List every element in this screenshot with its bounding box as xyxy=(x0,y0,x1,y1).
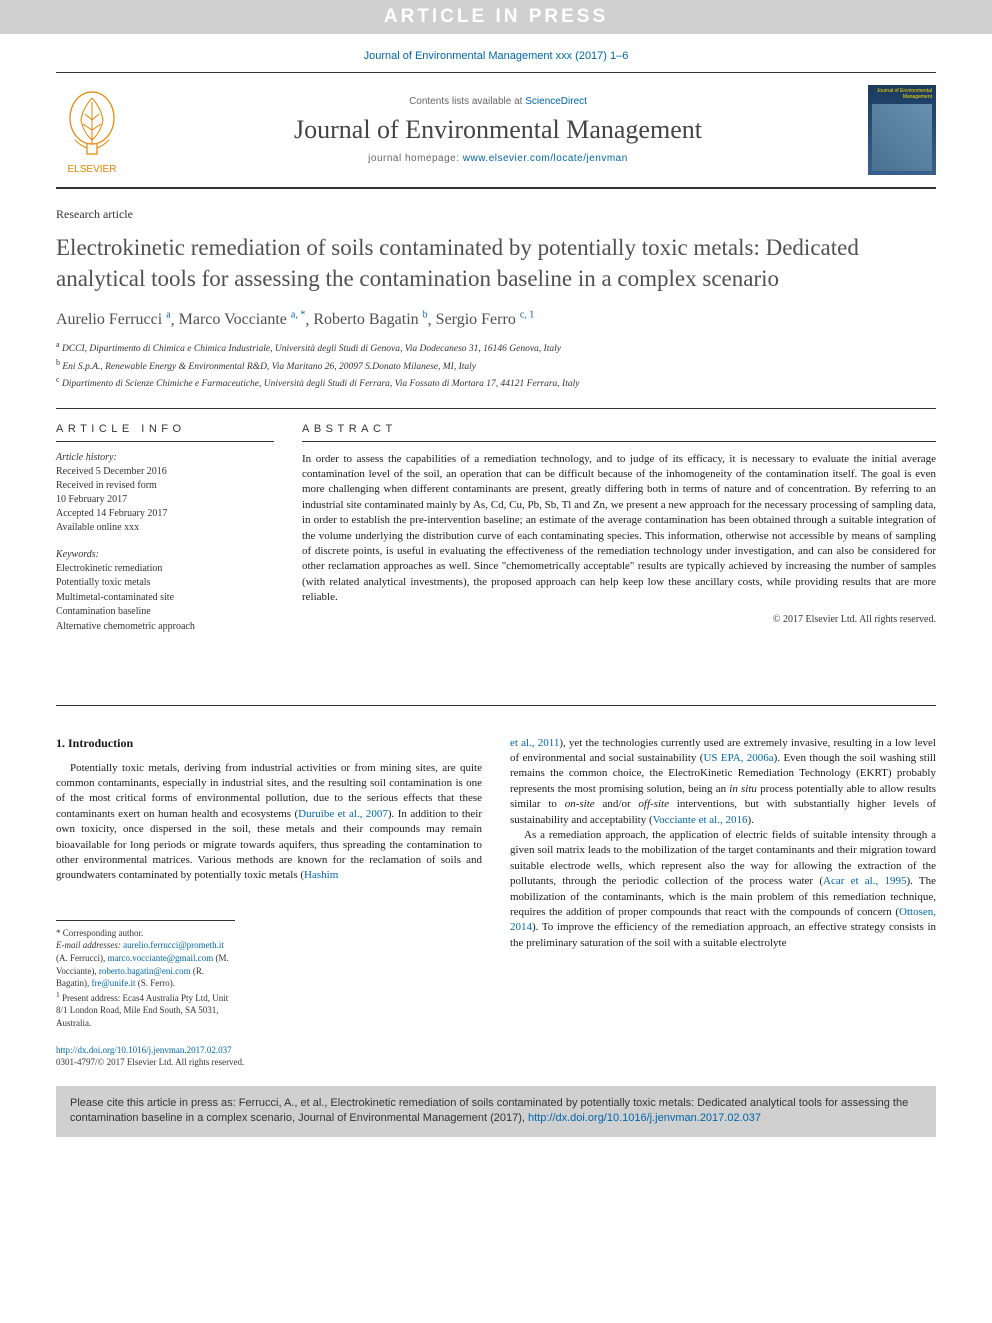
journal-title: Journal of Environmental Management xyxy=(140,115,856,145)
keywords-label: Keywords: xyxy=(56,549,274,560)
copyright-footer: 0301-4797/© 2017 Elsevier Ltd. All right… xyxy=(56,1056,482,1068)
article-info-column: ARTICLE INFO Article history: Received 5… xyxy=(56,411,274,691)
homepage-prefix: journal homepage: xyxy=(368,153,463,164)
affiliation: a DCCI, Dipartimento di Chimica e Chimic… xyxy=(56,339,936,356)
section-heading: 1. Introduction xyxy=(56,736,482,751)
keyword-item: Electrokinetic remediation xyxy=(56,562,274,577)
abstract-text: In order to assess the capabilities of a… xyxy=(302,452,936,606)
abstract-heading: ABSTRACT xyxy=(302,411,936,442)
author: Sergio Ferro c, 1 xyxy=(436,311,535,328)
email-link[interactable]: aurelio.ferrucci@prometh.it xyxy=(123,940,224,950)
body-column-left: 1. Introduction Potentially toxic metals… xyxy=(56,736,482,1068)
cover-title: Journal of Environmental Management xyxy=(872,89,932,100)
article-in-press-banner: ARTICLE IN PRESS xyxy=(0,0,992,34)
citation-link[interactable]: Vocciante et al., 2016 xyxy=(653,814,748,826)
article-title: Electrokinetic remediation of soils cont… xyxy=(56,232,936,294)
keyword-item: Contamination baseline xyxy=(56,605,274,620)
body-column-right: et al., 2011), yet the technologies curr… xyxy=(510,736,936,1068)
press-banner-text: ARTICLE IN PRESS xyxy=(384,6,608,27)
elsevier-logo: ELSEVIER xyxy=(56,85,128,175)
cite-doi-link[interactable]: http://dx.doi.org/10.1016/j.jenvman.2017… xyxy=(528,1112,761,1124)
keyword-item: Multimetal-contaminated site xyxy=(56,591,274,606)
history-item: 10 February 2017 xyxy=(56,493,274,507)
info-abstract-row: ARTICLE INFO Article history: Received 5… xyxy=(56,411,936,691)
email-link[interactable]: fre@unife.it xyxy=(92,978,136,988)
body-paragraph: et al., 2011), yet the technologies curr… xyxy=(510,736,936,828)
author-list: Aurelio Ferrucci a, Marco Vocciante a, *… xyxy=(56,310,936,329)
body-paragraph: As a remediation approach, the applicati… xyxy=(510,828,936,951)
journal-header-center: Contents lists available at ScienceDirec… xyxy=(140,85,856,175)
keyword-item: Alternative chemometric approach xyxy=(56,620,274,635)
footnote-emails: E-mail addresses: aurelio.ferrucci@prome… xyxy=(56,939,235,989)
elsevier-label: ELSEVIER xyxy=(68,164,117,175)
divider xyxy=(56,72,936,73)
abstract-column: ABSTRACT In order to assess the capabili… xyxy=(302,411,936,691)
sciencedirect-link[interactable]: ScienceDirect xyxy=(525,96,587,107)
header-citation: Journal of Environmental Management xxx … xyxy=(0,34,992,72)
citation-link[interactable]: US EPA, 2006a xyxy=(703,752,773,764)
footnote-corresponding: * Corresponding author. xyxy=(56,927,235,940)
journal-cover-thumbnail: Journal of Environmental Management xyxy=(868,85,936,175)
author: Marco Vocciante a, * xyxy=(179,311,306,328)
cite-in-press-box: Please cite this article in press as: Fe… xyxy=(56,1086,936,1137)
keyword-item: Potentially toxic metals xyxy=(56,576,274,591)
history-item: Available online xxx xyxy=(56,521,274,535)
email-link[interactable]: marco.vocciante@gmail.com xyxy=(107,953,213,963)
history-item: Accepted 14 February 2017 xyxy=(56,507,274,521)
divider xyxy=(56,408,936,409)
body-paragraph: Potentially toxic metals, deriving from … xyxy=(56,761,482,884)
article-info-heading: ARTICLE INFO xyxy=(56,411,274,442)
affiliations: a DCCI, Dipartimento di Chimica e Chimic… xyxy=(56,339,936,391)
author: Roberto Bagatin b xyxy=(313,311,427,328)
journal-header: ELSEVIER Contents lists available at Sci… xyxy=(56,77,936,183)
contents-line: Contents lists available at ScienceDirec… xyxy=(140,96,856,107)
citation-link[interactable]: et al., 2011 xyxy=(510,737,559,749)
header-citation-text: Journal of Environmental Management xxx … xyxy=(364,50,629,62)
footnotes: * Corresponding author. E-mail addresses… xyxy=(56,920,235,1030)
article-type: Research article xyxy=(56,207,936,222)
cite-text: Please cite this article in press as: Fe… xyxy=(70,1097,908,1124)
citation-link[interactable]: Acar et al., 1995 xyxy=(823,875,906,887)
body-columns: 1. Introduction Potentially toxic metals… xyxy=(56,736,936,1068)
footnote-present-address: 1 Present address: Ecas4 Australia Pty L… xyxy=(56,990,235,1030)
doi-block: http://dx.doi.org/10.1016/j.jenvman.2017… xyxy=(56,1044,482,1068)
homepage-link[interactable]: www.elsevier.com/locate/jenvman xyxy=(463,153,628,164)
divider xyxy=(56,187,936,189)
citation-link[interactable]: Hashim xyxy=(304,869,338,881)
citation-link[interactable]: Duruibe et al., 2007 xyxy=(298,808,388,820)
author: Aurelio Ferrucci a xyxy=(56,311,171,328)
email-link[interactable]: roberto.bagatin@eni.com xyxy=(99,966,191,976)
elsevier-tree-icon xyxy=(63,90,121,162)
history-item: Received 5 December 2016 xyxy=(56,465,274,479)
divider xyxy=(56,705,936,706)
doi-link[interactable]: http://dx.doi.org/10.1016/j.jenvman.2017… xyxy=(56,1045,232,1055)
abstract-copyright: © 2017 Elsevier Ltd. All rights reserved… xyxy=(302,614,936,625)
affiliation: c Dipartimento di Scienze Chimiche e Far… xyxy=(56,374,936,391)
cover-image xyxy=(872,104,932,171)
homepage-line: journal homepage: www.elsevier.com/locat… xyxy=(140,153,856,164)
affiliation: b Eni S.p.A., Renewable Energy & Environ… xyxy=(56,357,936,374)
history-item: Received in revised form xyxy=(56,479,274,493)
history-label: Article history: xyxy=(56,452,274,463)
contents-prefix: Contents lists available at xyxy=(409,96,525,107)
